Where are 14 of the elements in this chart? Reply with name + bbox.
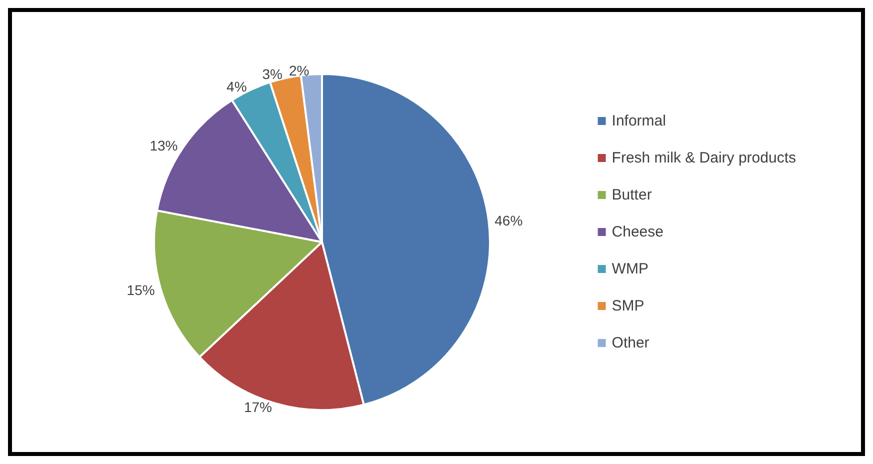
data-label: 4% (226, 78, 247, 94)
legend-label: SMP (612, 298, 644, 314)
data-label: 2% (288, 62, 310, 78)
data-label: 3% (262, 66, 282, 82)
data-label: 46% (494, 212, 523, 228)
legend-label: Fresh milk & Dairy products (612, 150, 796, 166)
legend-label: Other (612, 334, 650, 352)
legend-label: Butter (612, 186, 652, 204)
legend-label: WMP (612, 260, 648, 278)
legend-label: Informal (612, 112, 666, 130)
legend-label: Cheese (612, 224, 664, 240)
data-label: 17% (244, 399, 272, 416)
data-label: 13% (150, 137, 178, 154)
data-label: 15% (126, 282, 155, 298)
